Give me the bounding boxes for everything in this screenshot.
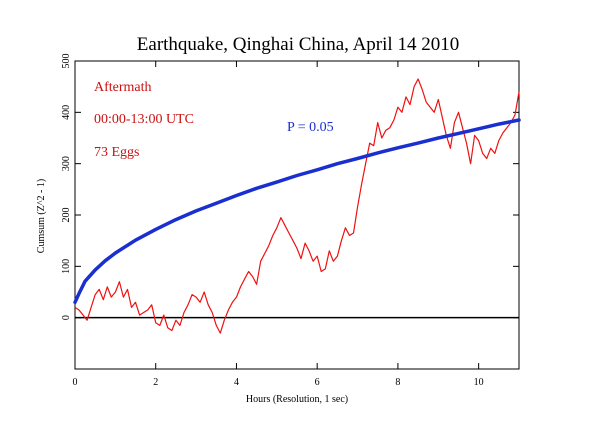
y-tick-label: 200: [61, 208, 72, 223]
series-line-cumsum: [74, 78, 520, 334]
x-tick-label: 8: [395, 377, 400, 388]
y-tick-label: 100: [61, 259, 72, 274]
y-tick-label: 500: [61, 54, 72, 69]
x-tick-label: 0: [73, 377, 78, 388]
x-tick-label: 2: [153, 377, 158, 388]
annotation-egg-count: 73 Eggs: [94, 145, 140, 160]
annotation-aftermath: Aftermath: [94, 80, 152, 95]
chart-title: Earthquake, Qinghai China, April 14 2010: [137, 34, 459, 55]
x-tick-label: 10: [474, 377, 484, 388]
x-tick-label: 4: [234, 377, 239, 388]
annotation-time-range: 00:00-13:00 UTC: [94, 112, 194, 127]
y-axis-label: Cumsum (Z^2 - 1): [36, 179, 47, 253]
x-tick-label: 6: [315, 377, 320, 388]
x-axis-label: Hours (Resolution, 1 sec): [246, 394, 348, 405]
annotation-p-value: P = 0.05: [287, 120, 334, 135]
y-tick-label: 400: [61, 105, 72, 120]
y-tick-label: 300: [61, 156, 72, 171]
y-tick-label: 0: [61, 315, 72, 320]
series-line-p005: [73, 118, 521, 305]
